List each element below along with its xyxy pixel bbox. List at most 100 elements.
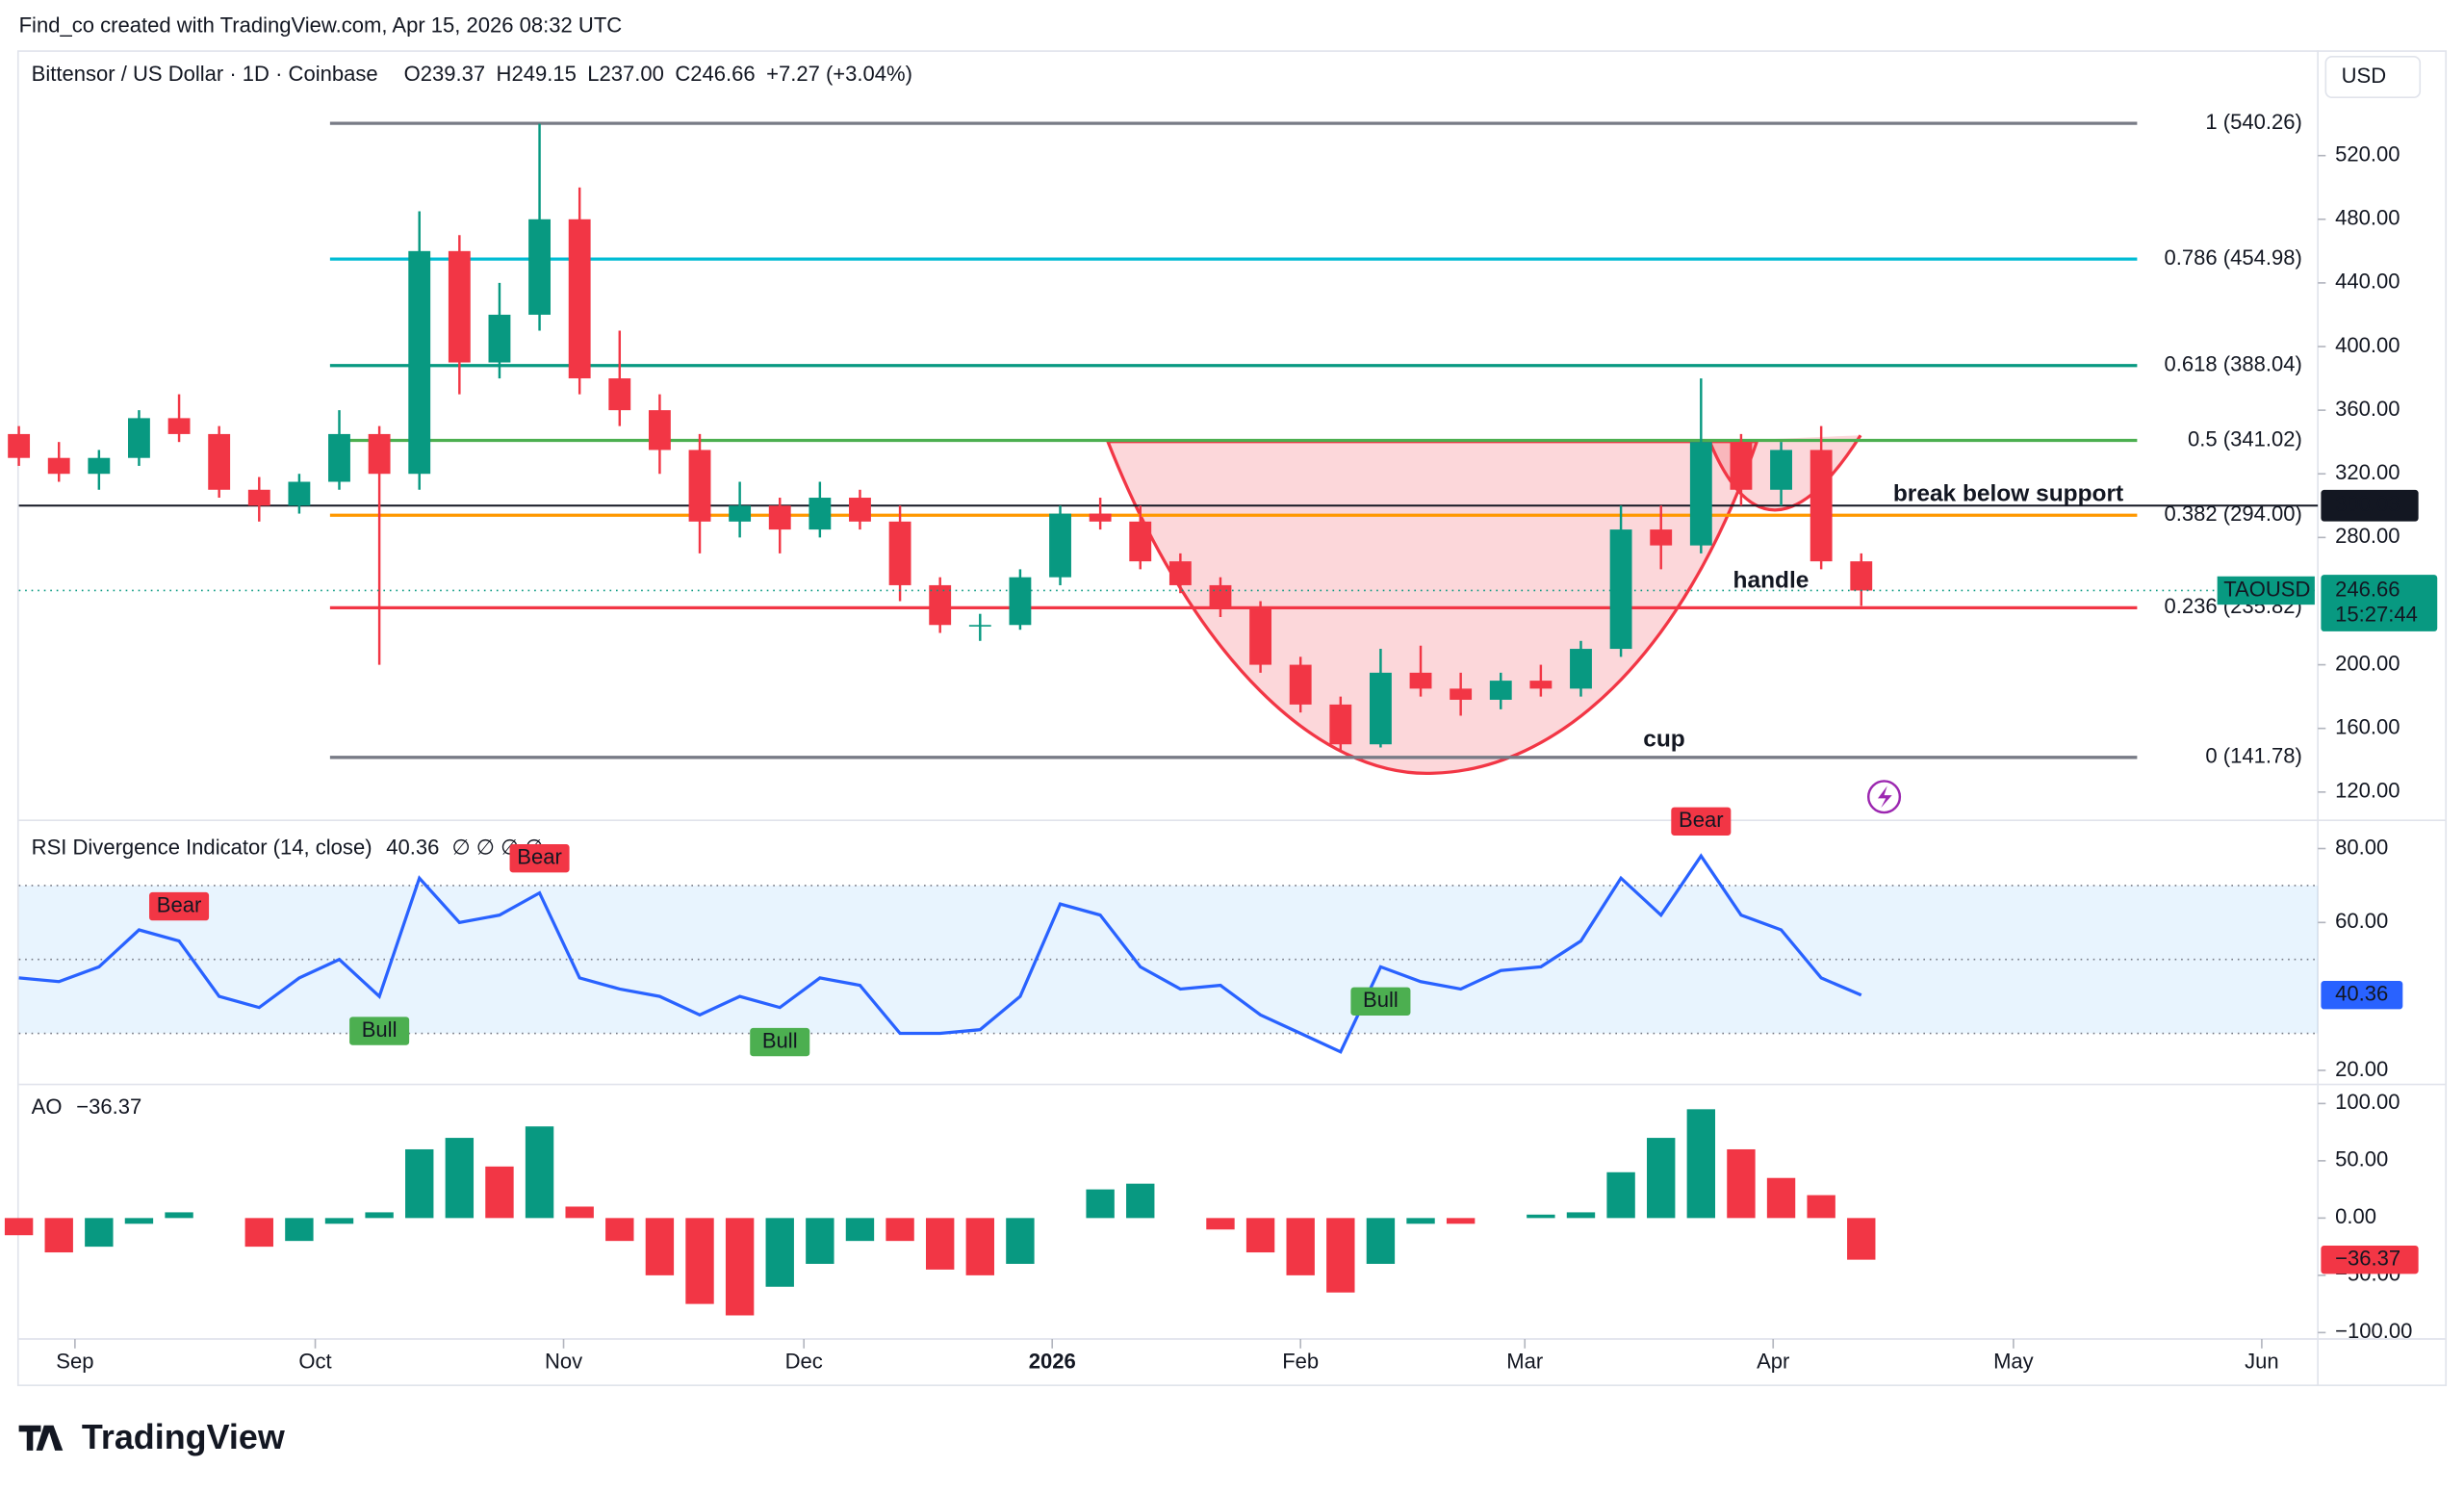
ao-bar	[124, 1218, 154, 1224]
candle-body	[208, 433, 231, 490]
ao-bar	[1527, 1214, 1555, 1219]
signal-label: Bull	[762, 1028, 798, 1052]
candle-body	[608, 378, 631, 411]
candle-body	[528, 219, 551, 315]
ao-current: −36.37	[76, 1094, 141, 1119]
y-tick-label: 320.00	[2335, 460, 2400, 484]
candle-body	[1570, 649, 1592, 689]
candle-body	[1810, 450, 1833, 562]
y-tick-label: 120.00	[2335, 779, 2400, 803]
x-tick-label: Nov	[545, 1349, 582, 1373]
y-tick-label: 520.00	[2335, 142, 2400, 166]
candle-body	[768, 505, 791, 530]
signal-label: Bear	[157, 892, 202, 916]
candle-body	[729, 505, 752, 522]
x-tick-label: Feb	[1282, 1349, 1319, 1373]
ao-bar	[565, 1206, 594, 1219]
signal-box	[1671, 807, 1732, 836]
candle-body	[128, 418, 150, 458]
candle-body	[8, 433, 31, 458]
candle-body	[1329, 704, 1352, 745]
ao-bar	[806, 1218, 834, 1264]
y-tick-label: 440.00	[2335, 270, 2400, 294]
ohlc-value: L237.00	[587, 62, 664, 86]
y-tick-label: 20.00	[2335, 1057, 2388, 1081]
candle-body	[968, 625, 991, 627]
candle-body	[648, 410, 671, 450]
candle-body	[328, 433, 350, 482]
ohlc-value: C246.66	[675, 62, 755, 86]
ao-bar	[1606, 1171, 1635, 1219]
ao-bar	[324, 1218, 354, 1224]
ao-bar	[1086, 1189, 1115, 1219]
alert-icon[interactable]	[1866, 780, 1902, 814]
signal-box	[1350, 987, 1411, 1017]
y-tick-label: 480.00	[2335, 206, 2400, 230]
signal-box	[349, 1017, 410, 1045]
y-tick-label: 400.00	[2335, 333, 2400, 357]
signal-label: Bull	[1363, 988, 1399, 1012]
candle-body	[1049, 513, 1071, 578]
ao-bar	[85, 1218, 114, 1248]
symbol-label: TAOUSD	[2223, 577, 2310, 601]
candle-body	[288, 481, 311, 506]
ao-bar	[965, 1218, 994, 1275]
currency-button[interactable]	[2324, 55, 2422, 99]
candle-body	[448, 250, 471, 363]
signal-box	[149, 891, 210, 921]
candle-body	[1249, 608, 1272, 665]
candle-body	[88, 457, 111, 475]
brand: TradingView	[82, 1417, 285, 1456]
signal-label: Bull	[362, 1017, 398, 1042]
ao-bar	[1566, 1212, 1596, 1219]
last-price-box	[2321, 575, 2438, 631]
ao-bar	[244, 1218, 273, 1248]
candle-body	[929, 584, 952, 626]
fib-label: 0 (141.78)	[2205, 744, 2301, 768]
support-label: 300.03	[2335, 492, 2400, 516]
ao-title: AO	[32, 1094, 63, 1119]
rsi-current: 40.36	[386, 835, 439, 859]
annotation: handle	[1733, 568, 1810, 594]
ao-bar	[886, 1218, 914, 1242]
ao-bar	[1847, 1218, 1876, 1260]
x-tick-label: May	[1993, 1349, 2034, 1373]
ao-bar	[165, 1212, 193, 1219]
candle-body	[1770, 450, 1792, 490]
candle-body	[568, 219, 591, 379]
candle-body	[1409, 672, 1432, 689]
candle-body	[1009, 577, 1032, 626]
ao-bar	[445, 1138, 475, 1219]
ao-bar	[605, 1218, 634, 1242]
ao-bar	[1406, 1218, 1435, 1224]
logo-mark	[18, 1425, 64, 1451]
candle-body	[368, 433, 391, 475]
currency: USD	[2342, 64, 2387, 88]
ao-value-label: −36.37	[2335, 1246, 2400, 1270]
signal-box	[509, 843, 570, 873]
ao-bar	[1766, 1177, 1796, 1219]
rsi-value-label: 40.36	[2335, 982, 2388, 1006]
candle-body	[1730, 442, 1753, 490]
ao-bar	[645, 1218, 675, 1275]
y-tick-label: −100.00	[2335, 1319, 2412, 1343]
x-tick-label: Sep	[56, 1349, 93, 1373]
x-tick-label: Oct	[298, 1349, 331, 1373]
ao-bar	[1245, 1218, 1275, 1253]
countdown: 15:27:44	[2335, 602, 2418, 626]
ohlc-value: +7.27 (+3.04%)	[766, 62, 912, 86]
candle-body	[408, 250, 431, 475]
ao-bar	[1807, 1195, 1835, 1219]
candle-body	[47, 457, 70, 475]
fib-label: 0.618 (388.04)	[2165, 352, 2302, 376]
candle-body	[849, 498, 871, 522]
candle-body	[1289, 664, 1312, 705]
y-tick-label: 0.00	[2335, 1204, 2376, 1228]
ohlc-value: H249.15	[497, 62, 577, 86]
candle-body	[247, 489, 270, 506]
fib-label: 0.5 (341.02)	[2188, 426, 2302, 450]
ao-bar	[4, 1218, 34, 1236]
annotation: cup	[1643, 726, 1685, 752]
